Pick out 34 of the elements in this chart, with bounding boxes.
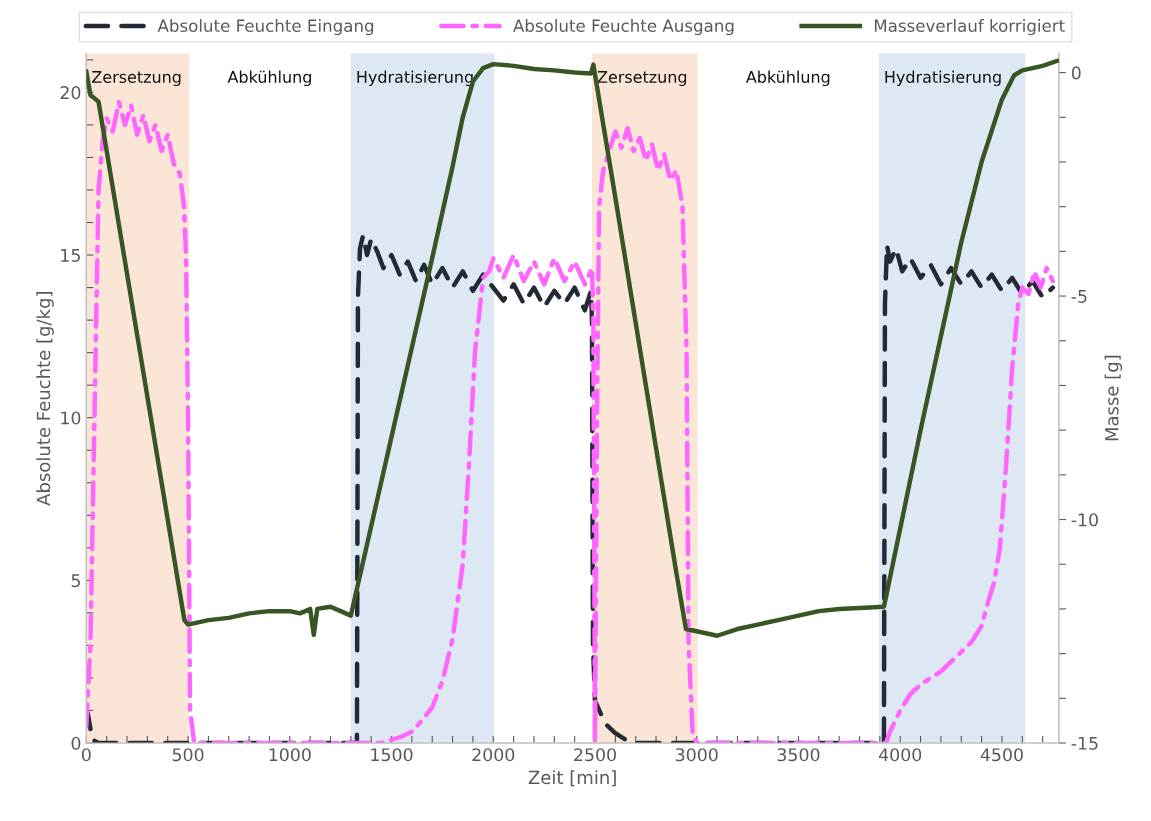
band-label: Zersetzung [92,71,181,87]
x-tick-label: 3500 [777,748,820,762]
x-tick-label: 4500 [980,748,1023,762]
x-tick-label: 4000 [878,748,922,762]
y2-tick-label: 0 [1071,66,1081,80]
band-label: Zersetzung [597,71,687,87]
band-label: Hydratisierung [885,70,1001,87]
y-tick-label: 5 [71,574,80,588]
y2-tick-label: -15 [1071,736,1098,750]
line-series [86,233,1056,744]
x-axis-title: Zeit [min] [528,770,616,787]
y2-tick-label: -5 [1071,290,1087,303]
line-series [86,58,1059,638]
annotation: Abkühlung [227,70,311,87]
legend-label: Absolute Feuchte Ausgang [513,19,734,36]
x-tick-label: 2000 [472,748,515,762]
x-tick-label: 500 [172,748,204,762]
annotation: Abkühlung [745,70,830,87]
x-tick-label: 1500 [371,748,413,762]
y-tick-label: 20 [60,86,81,100]
x-tick-label: 0 [81,748,91,762]
legend-label: Absolute Feuchte Eingang [157,19,374,36]
legend-label: Masseverlauf korrigiert [874,19,1065,36]
band-label: Hydratisierung [357,70,473,87]
y2-tick-label: -10 [1071,513,1098,527]
y-tick-label: 10 [61,411,81,425]
x-tick-label: 2500 [574,748,616,762]
y-tick-label: 15 [61,248,80,262]
y-axis-title: Absolute Feuchte [g/kg] [36,292,54,506]
x-tick-label: 3000 [675,748,718,762]
y2-axis-title: Masse [g] [1104,355,1123,441]
line-series [86,99,1056,744]
x-tick-label: 1000 [269,748,311,762]
y-tick-label: 0 [71,736,81,750]
